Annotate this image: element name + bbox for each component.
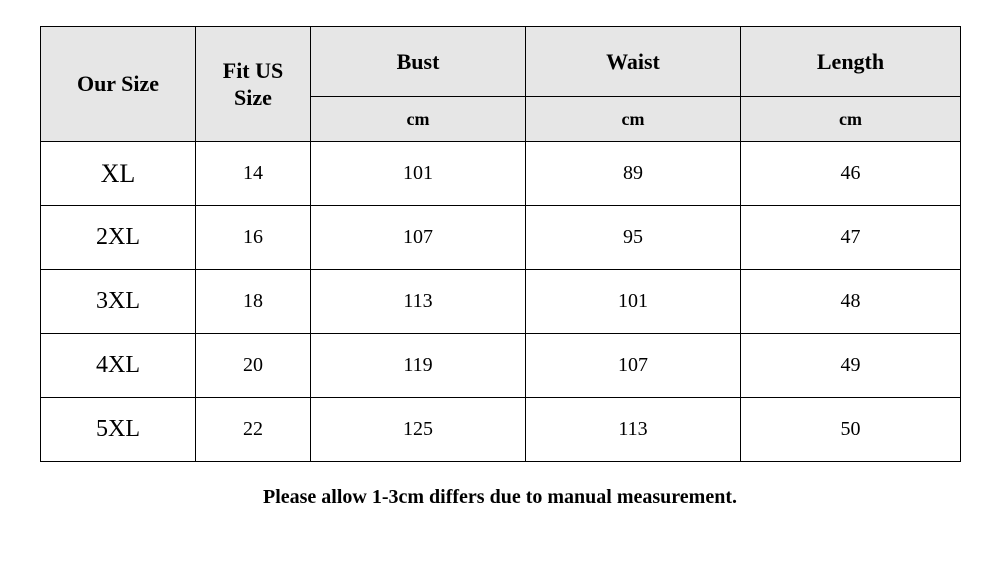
cell-fit-us: 20 (196, 334, 311, 398)
cell-bust: 119 (311, 334, 526, 398)
cell-fit-us: 16 (196, 206, 311, 270)
cell-our-size: 2XL (41, 206, 196, 270)
fit-us-line1: Fit US (223, 58, 284, 83)
cell-length: 49 (741, 334, 961, 398)
cell-our-size: 5XL (41, 398, 196, 462)
size-chart-table: Our Size Fit US Size Bust Waist Length c… (40, 26, 961, 462)
cell-bust: 125 (311, 398, 526, 462)
table-row: 5XL 22 125 113 50 (41, 398, 961, 462)
cell-our-size: 4XL (41, 334, 196, 398)
cell-length: 47 (741, 206, 961, 270)
cell-waist: 113 (526, 398, 741, 462)
cell-bust: 101 (311, 142, 526, 206)
table-row: 2XL 16 107 95 47 (41, 206, 961, 270)
table-row: 4XL 20 119 107 49 (41, 334, 961, 398)
cell-fit-us: 14 (196, 142, 311, 206)
measurement-note: Please allow 1-3cm differs due to manual… (40, 486, 960, 509)
fit-us-line2: Size (234, 85, 272, 110)
cell-bust: 113 (311, 270, 526, 334)
cell-length: 48 (741, 270, 961, 334)
cell-waist: 89 (526, 142, 741, 206)
table-body: XL 14 101 89 46 2XL 16 107 95 47 3XL 18 … (41, 142, 961, 462)
col-header-length: Length (741, 27, 961, 97)
cell-waist: 101 (526, 270, 741, 334)
size-chart-container: Our Size Fit US Size Bust Waist Length c… (0, 0, 1000, 509)
col-header-waist: Waist (526, 27, 741, 97)
cell-length: 46 (741, 142, 961, 206)
cell-waist: 95 (526, 206, 741, 270)
col-unit-length: cm (741, 97, 961, 142)
cell-bust: 107 (311, 206, 526, 270)
table-row: XL 14 101 89 46 (41, 142, 961, 206)
table-row: 3XL 18 113 101 48 (41, 270, 961, 334)
cell-our-size: XL (41, 142, 196, 206)
col-unit-waist: cm (526, 97, 741, 142)
cell-waist: 107 (526, 334, 741, 398)
table-header: Our Size Fit US Size Bust Waist Length c… (41, 27, 961, 142)
col-header-bust: Bust (311, 27, 526, 97)
cell-fit-us: 22 (196, 398, 311, 462)
col-header-fit-us: Fit US Size (196, 27, 311, 142)
cell-fit-us: 18 (196, 270, 311, 334)
col-header-our-size: Our Size (41, 27, 196, 142)
cell-our-size: 3XL (41, 270, 196, 334)
col-unit-bust: cm (311, 97, 526, 142)
cell-length: 50 (741, 398, 961, 462)
